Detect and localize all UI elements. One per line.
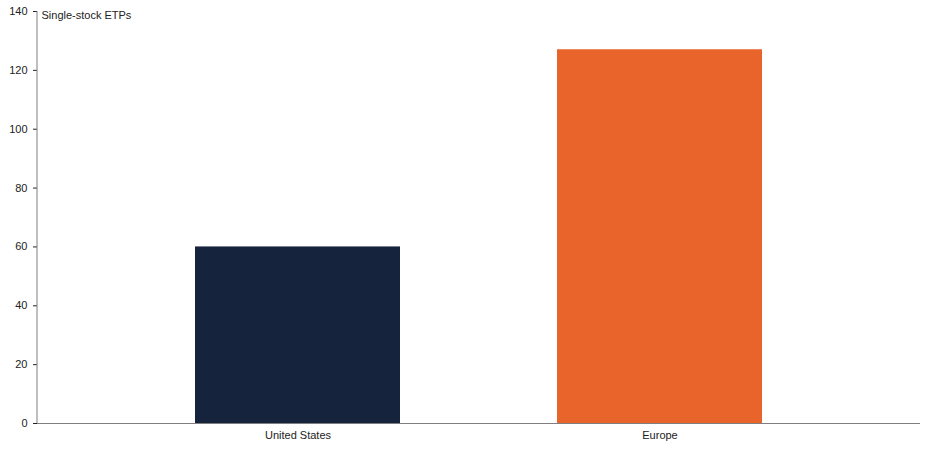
svg-text:40: 40: [15, 299, 27, 311]
svg-text:80: 80: [15, 182, 27, 194]
svg-text:United States: United States: [265, 429, 332, 441]
svg-text:140: 140: [9, 5, 27, 17]
svg-text:120: 120: [9, 64, 27, 76]
svg-text:Europe: Europe: [642, 429, 677, 441]
svg-text:0: 0: [21, 417, 27, 429]
svg-text:20: 20: [15, 358, 27, 370]
svg-text:Single-stock ETPs: Single-stock ETPs: [42, 9, 132, 21]
svg-text:100: 100: [9, 123, 27, 135]
svg-text:60: 60: [15, 240, 27, 252]
